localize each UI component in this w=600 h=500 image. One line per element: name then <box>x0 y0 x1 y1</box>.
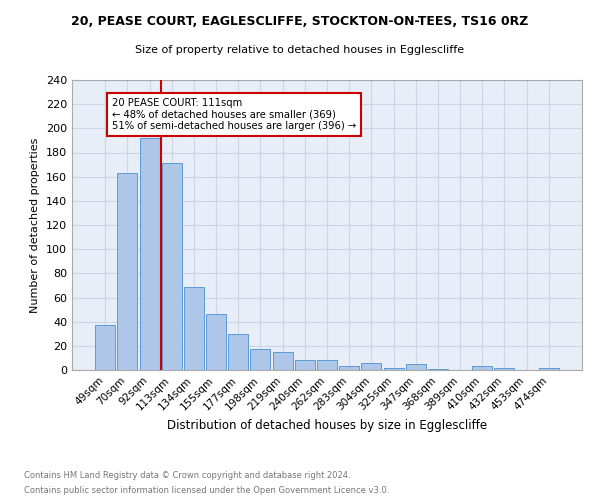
Bar <box>317 360 337 370</box>
Text: 20 PEASE COURT: 111sqm
← 48% of detached houses are smaller (369)
51% of semi-de: 20 PEASE COURT: 111sqm ← 48% of detached… <box>112 98 356 132</box>
Bar <box>228 334 248 370</box>
Y-axis label: Number of detached properties: Number of detached properties <box>31 138 40 312</box>
Bar <box>361 363 382 370</box>
Bar <box>162 164 182 370</box>
Text: Contains public sector information licensed under the Open Government Licence v3: Contains public sector information licen… <box>24 486 389 495</box>
Text: 20, PEASE COURT, EAGLESCLIFFE, STOCKTON-ON-TEES, TS16 0RZ: 20, PEASE COURT, EAGLESCLIFFE, STOCKTON-… <box>71 15 529 28</box>
Bar <box>383 368 404 370</box>
Bar <box>539 368 559 370</box>
Bar <box>118 173 137 370</box>
Bar <box>95 326 115 370</box>
Bar <box>272 352 293 370</box>
Bar <box>295 360 315 370</box>
Bar <box>206 314 226 370</box>
Bar <box>250 350 271 370</box>
Text: Contains HM Land Registry data © Crown copyright and database right 2024.: Contains HM Land Registry data © Crown c… <box>24 471 350 480</box>
X-axis label: Distribution of detached houses by size in Egglescliffe: Distribution of detached houses by size … <box>167 418 487 432</box>
Bar <box>406 364 426 370</box>
Bar <box>339 366 359 370</box>
Text: Size of property relative to detached houses in Egglescliffe: Size of property relative to detached ho… <box>136 45 464 55</box>
Bar <box>140 138 160 370</box>
Bar <box>472 366 492 370</box>
Bar <box>428 369 448 370</box>
Bar <box>494 368 514 370</box>
Bar <box>184 286 204 370</box>
